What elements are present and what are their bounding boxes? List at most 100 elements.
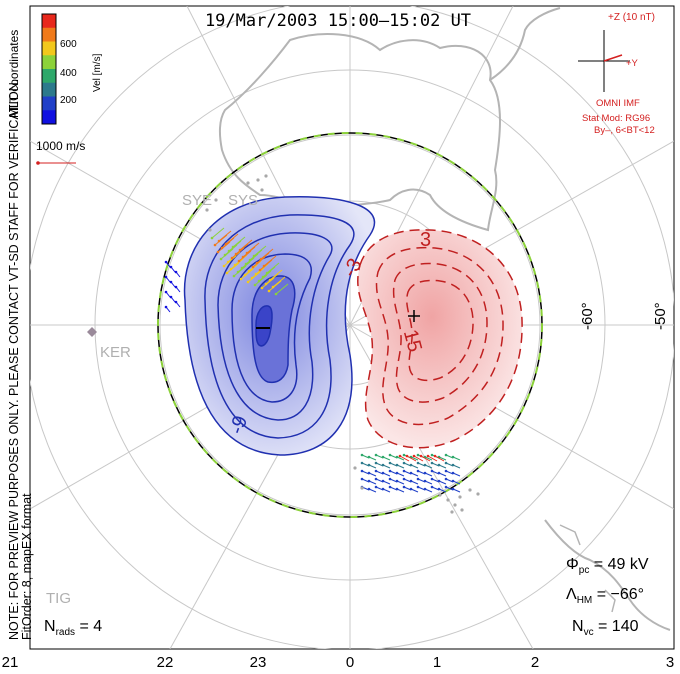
colorbar-segment <box>42 41 56 56</box>
fov-point <box>458 495 462 499</box>
velocity-vector <box>260 248 274 260</box>
lat-label-50: -50° <box>652 302 669 330</box>
vector-origin <box>419 454 423 458</box>
mlt-tick-22: 22 <box>156 654 174 671</box>
vector-origin <box>409 487 413 491</box>
velocity-vector <box>261 277 275 289</box>
vector-origin <box>402 469 406 473</box>
vector-origin <box>423 479 427 483</box>
vector-origin <box>217 239 221 243</box>
svg-text:200: 200 <box>60 95 77 106</box>
vector-origin <box>223 253 227 257</box>
velocity-vector <box>413 455 424 462</box>
vector-origin <box>222 264 226 268</box>
vector-origin <box>437 487 441 491</box>
vector-origin <box>430 485 434 489</box>
vector-origin <box>416 477 420 481</box>
fov-point <box>453 503 457 507</box>
vector-origin <box>360 453 364 457</box>
vector-origin <box>251 265 255 269</box>
vector-origin <box>409 471 413 475</box>
velocity-vector <box>230 258 244 270</box>
vector-origin <box>237 259 241 263</box>
vector-origin <box>225 271 229 275</box>
vector-origin <box>402 485 406 489</box>
velocity-vector <box>252 256 266 268</box>
vector-origin <box>374 485 378 489</box>
velocity-vector <box>245 253 259 265</box>
velocity-vector <box>399 455 410 462</box>
vector-origin <box>433 454 437 458</box>
vector-origin <box>402 453 406 457</box>
vector-origin <box>262 264 266 268</box>
fov-point <box>468 488 472 492</box>
vector-origin <box>381 471 385 475</box>
velocity-vector <box>246 242 260 254</box>
mlt-tick-21: 21 <box>1 654 19 671</box>
reference-vector-label: 1000 m/s <box>36 139 85 153</box>
vector-origin <box>229 267 233 271</box>
vector-origin <box>164 305 168 309</box>
fov-point <box>450 510 454 514</box>
plot-frame <box>29 5 675 650</box>
vector-origin <box>381 463 385 467</box>
velocity-vector <box>238 250 252 262</box>
vector-origin <box>252 254 256 258</box>
stat-n-vc: Nvc = 140 <box>572 618 639 639</box>
hm-boundary-markers <box>157 132 543 518</box>
velocity-vector <box>269 269 283 281</box>
fov-point <box>438 493 442 497</box>
imf-z-label: +Z (10 nT) <box>608 12 655 23</box>
velocity-colorbar <box>41 13 57 125</box>
vector-origin <box>219 257 223 261</box>
vector-origin <box>416 461 420 465</box>
colorbar-segment <box>42 14 56 29</box>
colorbar-segment <box>42 27 56 42</box>
imf-source: OMNI IMF <box>596 98 640 109</box>
fov-point <box>264 174 268 178</box>
vector-origin <box>239 277 243 281</box>
velocity-vector <box>220 248 234 260</box>
vector-origin <box>423 487 427 491</box>
vector-origin <box>247 269 251 273</box>
reference-vector <box>36 161 76 165</box>
vector-origin <box>437 471 441 475</box>
velocity-vector <box>263 255 277 267</box>
velocity-vector <box>265 273 279 285</box>
velocity-vector <box>253 245 267 257</box>
fov-point <box>256 178 260 182</box>
contour-label-pos-outer: 3 <box>420 229 431 251</box>
velocity-vector <box>259 259 273 271</box>
vector-origin <box>402 461 406 465</box>
colorbar-segment <box>42 96 56 111</box>
vector-origin <box>226 260 230 264</box>
vector-origin <box>164 260 168 264</box>
vector-origin <box>426 454 430 458</box>
vector-origin <box>213 243 217 247</box>
vector-origin <box>367 479 371 483</box>
fov-point <box>476 492 480 496</box>
lat-label-60: -60° <box>579 302 596 330</box>
vector-origin <box>261 275 265 279</box>
vector-origin <box>388 477 392 481</box>
colorbar-segment <box>42 55 56 70</box>
colorbar-border <box>41 13 57 125</box>
mlt-tick-23: 23 <box>249 654 267 671</box>
coastline-south-america <box>544 519 671 631</box>
vector-origin <box>367 471 371 475</box>
vector-origin <box>409 479 413 483</box>
vector-origin <box>451 463 455 467</box>
colorbar-label: Vel [m/s] <box>92 53 103 92</box>
velocity-vector <box>217 241 231 253</box>
mlt-tick-2: 2 <box>530 654 540 671</box>
vector-origin <box>210 236 214 240</box>
velocity-vector <box>221 237 235 249</box>
vector-origin <box>430 477 434 481</box>
stat-lambda-hm: ΛHM = −66° <box>566 586 645 607</box>
vector-origin <box>224 242 228 246</box>
velocity-vector <box>251 267 265 279</box>
velocity-vector <box>226 262 240 274</box>
velocity-vector <box>268 280 282 292</box>
fov-point <box>260 188 264 192</box>
vector-origin <box>250 276 254 280</box>
